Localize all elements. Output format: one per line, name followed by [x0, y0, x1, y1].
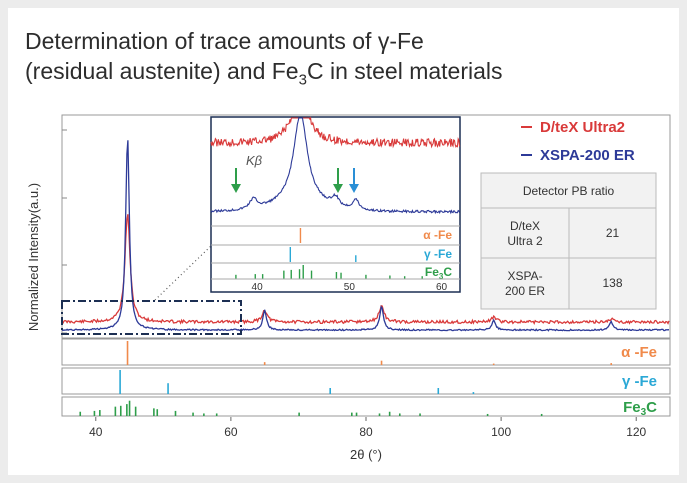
title-line-1: Determination of trace amounts of γ-Fe	[25, 28, 424, 54]
arrow-fe3c-2-head	[333, 184, 343, 193]
arrow-gamma-head	[349, 184, 359, 193]
x-axis-label: 2θ (°)	[350, 447, 382, 462]
table-header: Detector PB ratio	[523, 184, 615, 198]
x-tick-label: 120	[626, 425, 646, 439]
inset-reference-label: α -Fe	[423, 228, 452, 242]
inset-plot: Kβ α -Fe γ -Fe Fe3C 40 50 60	[210, 116, 461, 293]
reference-row-frame	[61, 367, 671, 395]
series-line-dtex	[61, 214, 670, 326]
plot-frame	[61, 114, 671, 339]
x-tick-label: 100	[491, 425, 511, 439]
arrow-fe3c-1-head	[231, 184, 241, 193]
x-tick-label: 80	[359, 425, 373, 439]
inset-series-xspa	[210, 117, 461, 215]
inset-x-tick-label: 60	[436, 282, 448, 293]
reference-row-frame	[61, 338, 671, 366]
zoom-region-box	[61, 300, 242, 335]
chart-title: Determination of trace amounts of γ-Fe (…	[25, 26, 503, 96]
y-axis-label: Normalized Intensity(a.u.)	[26, 183, 41, 331]
legend: D/teX Ultra2 XSPA-200 ER	[521, 119, 635, 164]
title-line-2-sub: 3	[298, 71, 307, 89]
inset-reference-label: γ -Fe	[424, 247, 452, 261]
k-beta-label: Kβ	[246, 153, 263, 168]
reference-row-frame	[61, 396, 671, 417]
table-row-value: 21	[606, 226, 620, 240]
x-axis: 40 60 80 100 120 2θ (°)	[89, 417, 647, 462]
series-line-xspa	[61, 140, 670, 332]
reference-label: α -Fe	[621, 344, 657, 361]
reference-rows: α -Fe γ -Fe Fe3C	[61, 338, 671, 418]
table-row-name-line1: XSPA-	[507, 269, 542, 283]
inset-x-tick-label: 40	[252, 282, 264, 293]
x-tick-label: 40	[89, 425, 103, 439]
zoom-connector	[154, 244, 213, 301]
main-plot	[61, 114, 671, 339]
inset-x-tick-label: 50	[344, 282, 356, 293]
inset-series-dtex	[210, 116, 461, 149]
x-tick-label: 60	[224, 425, 238, 439]
title-line-2-prefix: (residual austenite) and Fe	[25, 58, 299, 84]
reference-label: Fe3C	[623, 399, 657, 418]
table-row-name-line2: 200 ER	[505, 284, 545, 298]
table-row-name-line2: Ultra 2	[507, 234, 543, 248]
legend-label: XSPA-200 ER	[540, 147, 635, 164]
legend-label: D/teX Ultra2	[540, 119, 625, 136]
title-line-2: (residual austenite) and Fe3C in steel m…	[25, 56, 503, 96]
reference-label: γ -Fe	[622, 373, 657, 390]
title-line-2-suffix: C in steel materials	[306, 58, 503, 84]
inset-reference-label: Fe3C	[425, 265, 452, 281]
table-row-name-line1: D/teX	[510, 219, 540, 233]
table-row-value: 138	[602, 276, 622, 290]
